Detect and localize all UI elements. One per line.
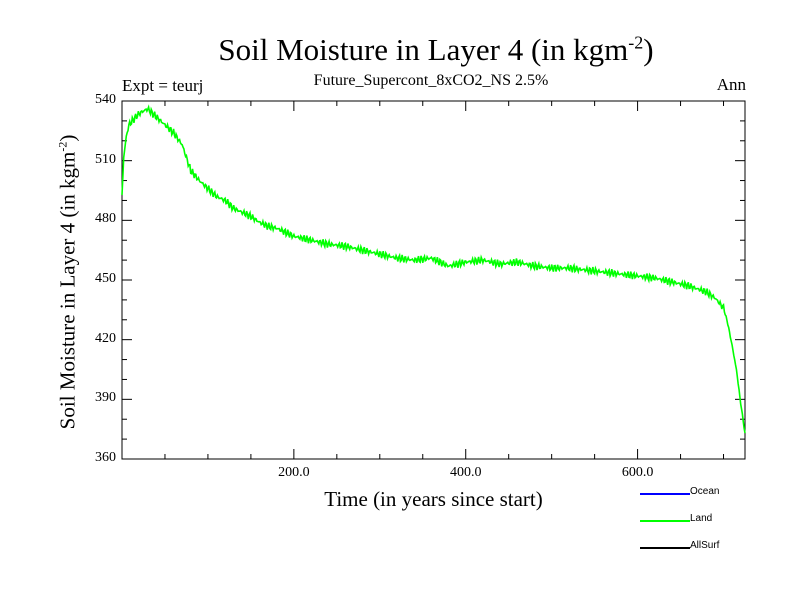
season-label: Ann <box>716 75 746 94</box>
x-tick-label: 600.0 <box>621 465 654 480</box>
x-axis-label: Time (in years since start) <box>324 487 543 511</box>
legend-swatch <box>640 493 690 495</box>
legend-label: Ocean <box>690 486 720 497</box>
legend-item-allsurf: AllSurf <box>640 538 760 558</box>
experiment-label: Expt = teurj <box>122 76 204 95</box>
y-tick-label: 450 <box>95 271 116 286</box>
y-tick-label: 540 <box>95 92 116 107</box>
chart-subtitle: Future_Supercont_8xCO2_NS 2.5% <box>313 72 549 89</box>
y-tick-label: 510 <box>95 151 116 167</box>
y-tick-label: 420 <box>95 330 116 346</box>
legend-label: AllSurf <box>690 540 720 551</box>
legend-swatch <box>640 520 690 522</box>
legend-item-land: Land <box>640 511 760 531</box>
y-tick-label: 360 <box>95 450 116 465</box>
legend-label: Land <box>690 513 713 524</box>
y-tick-label: 480 <box>95 211 116 227</box>
chart-title: Soil Moisture in Layer 4 (in kgm-2) <box>218 32 654 67</box>
x-tick-label: 400.0 <box>449 465 482 480</box>
legend-item-ocean: Ocean <box>640 484 760 504</box>
y-tick-label: 390 <box>95 390 116 406</box>
legend-swatch <box>640 547 690 549</box>
series-line-land <box>121 104 746 434</box>
x-tick-label: 200.0 <box>278 465 310 480</box>
